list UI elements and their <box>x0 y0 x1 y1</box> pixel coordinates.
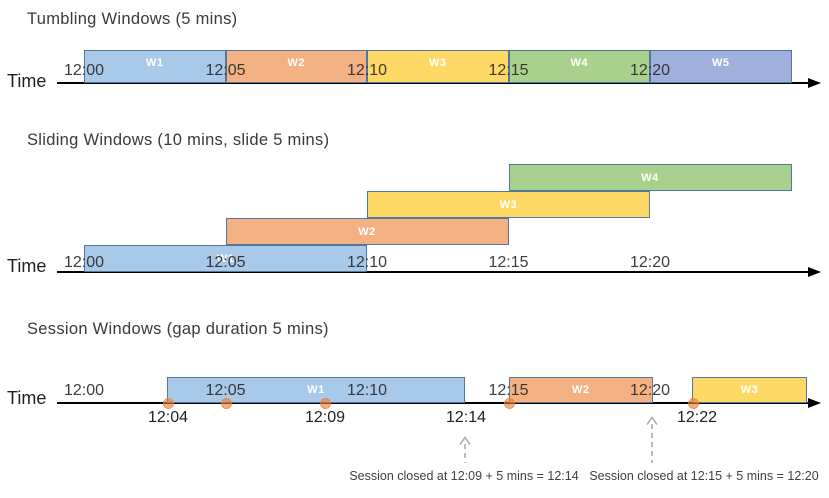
window-w1-box: W1 <box>84 245 367 272</box>
tick-label-12-10: 12:10 <box>346 254 388 271</box>
time-axis-label: Time <box>7 388 47 408</box>
window-w2-box: W2 <box>508 377 653 403</box>
event-time-label-12-22: 12:22 <box>676 409 718 426</box>
window-label: W4 <box>641 171 659 184</box>
section-title: Sliding Windows (10 mins, slide 5 mins) <box>27 131 330 149</box>
section-title: Tumbling Windows (5 mins) <box>27 10 238 28</box>
tick-label-12-20: 12:20 <box>629 254 671 271</box>
timeline-axis <box>57 271 810 273</box>
window-w2-box: W2 <box>225 218 509 245</box>
session-close-annotation: Session closed at 12:15 + 5 mins = 12:20 <box>589 469 819 483</box>
window-w1-box: W1 <box>84 50 226 83</box>
tick-label-12-10: 12:10 <box>346 382 388 399</box>
window-w3-box: W3 <box>692 377 807 403</box>
window-label: W5 <box>712 57 730 69</box>
tick-label-12-15: 12:15 <box>488 382 529 399</box>
section-title: Session Windows (gap duration 5 mins) <box>27 320 329 338</box>
window-w2-box: W2 <box>225 50 367 83</box>
event-dot <box>319 397 331 409</box>
axis-arrow-icon <box>808 78 821 88</box>
window-w3-box: W3 <box>367 191 650 218</box>
window-label: W3 <box>429 57 447 69</box>
axis-arrow-icon <box>808 398 821 408</box>
window-w4-box: W4 <box>508 164 792 191</box>
event-dot <box>503 397 515 409</box>
window-label: W1 <box>307 384 325 396</box>
time-axis-label: Time <box>7 256 47 276</box>
tick-label-12-20: 12:20 <box>629 62 671 79</box>
event-time-label-12-09: 12:09 <box>304 409 346 426</box>
tick-label-12-10: 12:10 <box>346 62 388 79</box>
window-label: W2 <box>287 57 305 69</box>
tick-label-12-05: 12:05 <box>205 62 246 79</box>
window-w3-box: W3 <box>367 50 509 83</box>
axis-arrow-icon <box>808 267 821 277</box>
tick-label-12-00: 12:00 <box>63 62 105 79</box>
window-label: W2 <box>358 225 376 238</box>
window-label: W3 <box>740 384 759 396</box>
window-label: W1 <box>216 252 235 265</box>
event-dot <box>220 397 232 409</box>
event-time-label-12-14: 12:14 <box>445 409 487 426</box>
window-w4-box: W4 <box>508 50 650 83</box>
session-close-arrow-icon <box>645 416 659 469</box>
event-dot <box>162 397 174 409</box>
tick-label-12-00: 12:00 <box>63 382 105 399</box>
window-w1-box: W1 <box>167 377 465 403</box>
timeline-axis <box>57 402 810 404</box>
tick-label-12-15: 12:15 <box>488 254 529 271</box>
session-close-annotation: Session closed at 12:09 + 5 mins = 12:14 <box>349 469 579 483</box>
tick-label-12-15: 12:15 <box>488 62 529 79</box>
window-label: W3 <box>499 198 518 211</box>
tick-label-12-05: 12:05 <box>205 254 246 271</box>
timeline-axis <box>57 82 810 84</box>
event-time-label-12-04: 12:04 <box>147 409 189 426</box>
time-axis-label: Time <box>7 71 47 91</box>
tick-label-12-20: 12:20 <box>629 382 671 399</box>
tick-label-12-00: 12:00 <box>63 254 105 271</box>
session-close-arrow-icon <box>458 436 472 469</box>
tick-label-12-05: 12:05 <box>205 382 246 399</box>
window-w5-box: W5 <box>650 50 792 83</box>
window-label: W2 <box>572 384 590 396</box>
window-label: W4 <box>570 57 588 69</box>
window-label: W1 <box>146 57 164 69</box>
event-dot <box>687 397 699 409</box>
